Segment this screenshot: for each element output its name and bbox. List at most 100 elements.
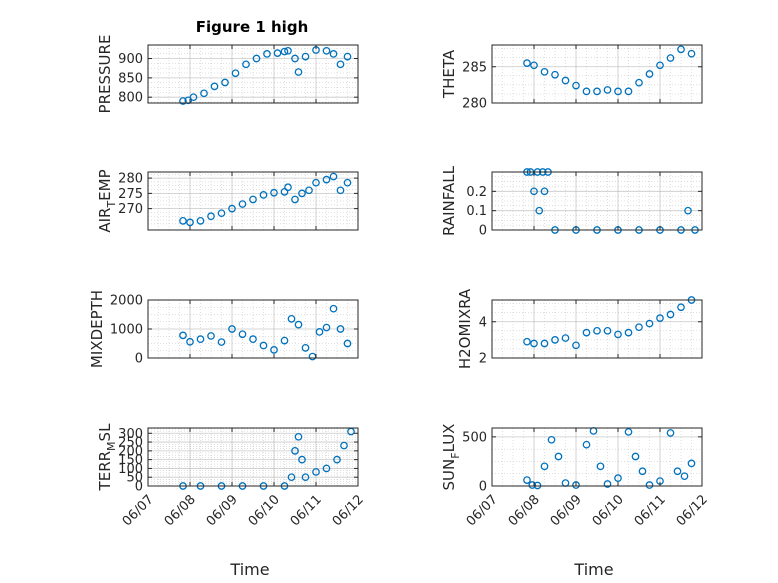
axes-box (491, 427, 703, 487)
data-point (677, 45, 685, 54)
data-point (280, 47, 289, 56)
data-point (217, 209, 226, 218)
x-tick-label: 06/12 (330, 492, 367, 529)
y-tick-label: 100 (118, 462, 143, 477)
data-point (638, 467, 647, 476)
data-point (259, 341, 268, 350)
data-point (200, 89, 208, 98)
data-point (343, 52, 352, 61)
y-tick-label: 0 (135, 480, 143, 495)
y-tick-label: 850 (118, 71, 143, 86)
y-tick-label: 800 (118, 91, 143, 106)
data-point (624, 87, 633, 96)
data-point (530, 187, 538, 196)
y-tick-label: 280 (118, 172, 143, 187)
data-point (336, 325, 345, 333)
y-tick-label: 50 (126, 471, 143, 486)
data-point (528, 481, 537, 489)
data-point (656, 61, 664, 70)
data-point (280, 336, 289, 345)
y-tick-label: 300 (118, 427, 143, 442)
y-tick-label: 0 (479, 480, 487, 495)
y-tick-label: 0.1 (466, 204, 487, 219)
data-point (263, 50, 271, 58)
data-point (343, 339, 352, 348)
data-point (186, 218, 194, 227)
x-tick-label: 06/08 (506, 492, 543, 529)
data-point (582, 440, 591, 449)
data-point (186, 337, 194, 346)
data-point (645, 70, 654, 78)
y-tick-label: 0.2 (466, 185, 487, 200)
data-point (540, 462, 549, 471)
data-point (680, 472, 689, 481)
data-point (523, 59, 531, 67)
data-point (673, 467, 682, 476)
data-point (596, 462, 605, 471)
data-point (207, 332, 215, 340)
data-point (322, 323, 331, 332)
data-point (291, 195, 299, 204)
x-tick-label: 06/08 (162, 492, 199, 529)
data-point (684, 206, 692, 215)
plot-background (492, 300, 702, 358)
y-axis-label: RAINFALL (440, 165, 458, 236)
data-point (603, 480, 612, 488)
data-point (666, 429, 675, 437)
data-point (322, 464, 331, 473)
data-point (687, 459, 696, 468)
axes-box (147, 44, 359, 104)
data-point (336, 186, 345, 195)
data-point (551, 336, 559, 344)
data-point (179, 331, 187, 340)
data-point (273, 49, 282, 57)
y-tick-label: 285 (462, 60, 487, 75)
data-point (523, 476, 531, 484)
y-tick-label: 275 (118, 187, 143, 202)
data-point (329, 172, 338, 181)
y-tick-label: 500 (462, 430, 487, 445)
data-point (291, 446, 299, 455)
data-point (666, 310, 675, 319)
data-point (603, 86, 612, 94)
data-point (666, 54, 675, 62)
axes-box (491, 299, 703, 359)
y-tick-label: 0 (479, 224, 487, 239)
x-tick-label: 06/11 (288, 492, 325, 529)
data-point (530, 339, 538, 348)
y-tick-label: 270 (118, 202, 143, 217)
data-point (631, 452, 640, 461)
x-tick-label: 06/11 (632, 492, 669, 529)
data-point (554, 452, 563, 461)
data-point (228, 204, 236, 213)
data-point (322, 46, 331, 55)
data-point (329, 304, 338, 313)
data-point (687, 49, 696, 58)
data-point (217, 338, 226, 346)
y-axis-label: THETA (440, 49, 458, 99)
data-point (179, 97, 187, 105)
y-axis-label: SUNFLUX (440, 424, 462, 491)
data-point (284, 183, 292, 192)
y-tick-label: 1000 (110, 323, 143, 338)
data-point (540, 187, 549, 196)
y-axis-label: H2OMIXRA (456, 288, 474, 369)
data-point (624, 428, 633, 436)
x-tick-label: 06/07 (120, 492, 157, 529)
data-point (343, 178, 352, 187)
data-point (242, 60, 250, 69)
axes-box (491, 171, 703, 231)
x-tick-label: 06/10 (590, 492, 627, 529)
data-point (249, 335, 257, 343)
data-point (572, 341, 580, 350)
data-point (582, 328, 591, 337)
data-point (645, 481, 654, 489)
y-tick-label: 2000 (110, 294, 143, 309)
data-point (572, 81, 580, 90)
data-point (270, 188, 278, 197)
x-tick-label: 06/09 (204, 492, 241, 529)
data-point (294, 320, 303, 329)
x-axis-label-right: Time (573, 560, 613, 579)
data-point (561, 334, 570, 342)
